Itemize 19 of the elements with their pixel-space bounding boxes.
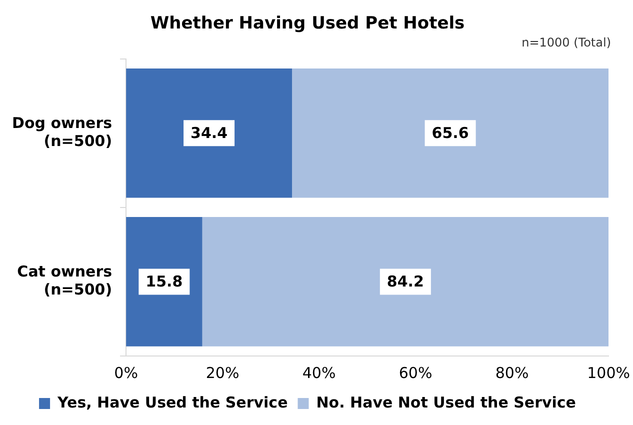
x-tick-label: 100% bbox=[587, 364, 630, 382]
x-tick-label: 80% bbox=[495, 364, 529, 382]
chart-title: Whether Having Used Pet Hotels bbox=[150, 14, 465, 34]
x-tick-label: 60% bbox=[398, 364, 432, 382]
bar bbox=[202, 217, 609, 346]
x-tick-label: 20% bbox=[206, 364, 240, 382]
bar bbox=[292, 68, 609, 198]
y-tick-label: Cat owners (n=500) bbox=[17, 262, 112, 299]
data-label: 15.8 bbox=[146, 272, 183, 291]
data-label: 84.2 bbox=[386, 272, 424, 291]
data-label: 65.6 bbox=[432, 124, 469, 142]
bar bbox=[126, 68, 292, 198]
data-label: 34.4 bbox=[190, 124, 228, 142]
legend-label: No. Have Not Used the Service bbox=[316, 393, 576, 412]
chart-subtitle: n=1000 (Total) bbox=[522, 36, 611, 50]
x-tick-label: 0% bbox=[114, 364, 138, 382]
y-tick-label: Dog owners (n=500) bbox=[12, 114, 112, 150]
x-tick-label: 40% bbox=[302, 364, 336, 382]
legend-label: Yes, Have Used the Service bbox=[56, 393, 288, 412]
